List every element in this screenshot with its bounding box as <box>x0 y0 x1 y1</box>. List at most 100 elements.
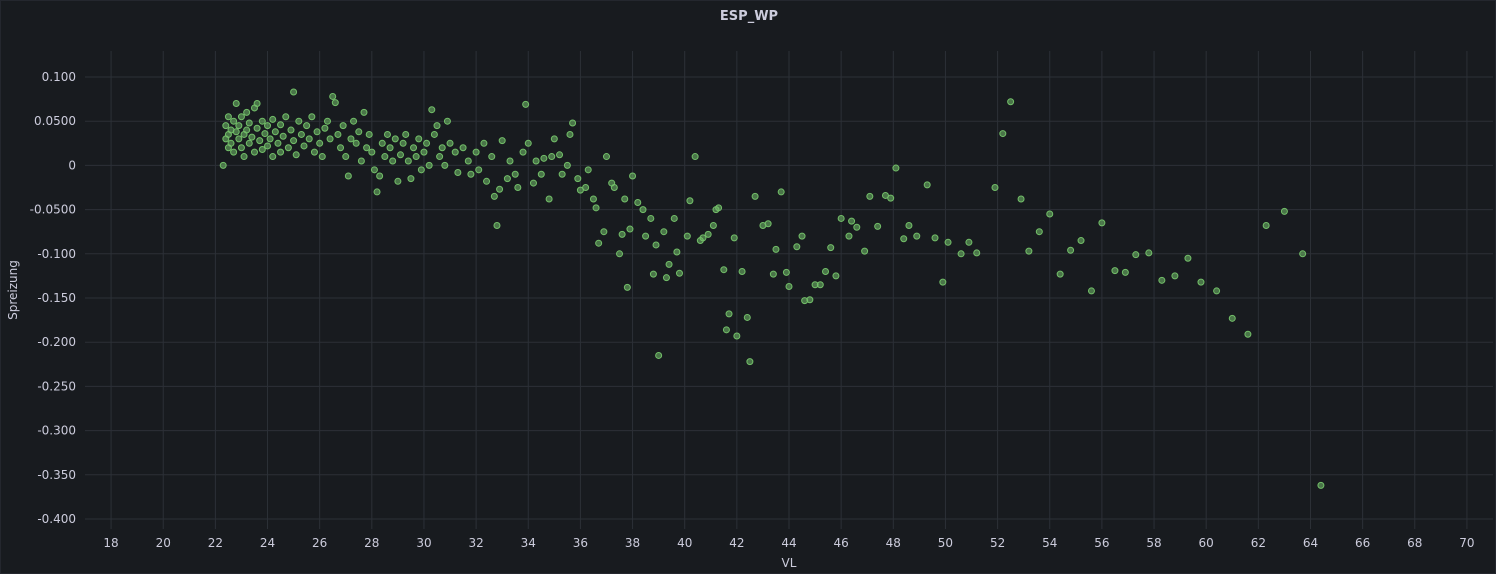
data-point[interactable] <box>558 170 566 178</box>
data-point[interactable] <box>939 278 947 286</box>
data-point[interactable] <box>662 274 670 282</box>
data-point[interactable] <box>326 135 334 143</box>
data-point[interactable] <box>545 195 553 203</box>
data-point[interactable] <box>245 139 253 147</box>
data-point[interactable] <box>853 223 861 231</box>
data-point[interactable] <box>459 144 467 152</box>
data-point[interactable] <box>443 117 451 125</box>
data-point[interactable] <box>618 230 626 238</box>
data-point[interactable] <box>655 351 663 359</box>
data-point[interactable] <box>365 130 373 138</box>
data-point[interactable] <box>391 135 399 143</box>
data-point[interactable] <box>305 135 313 143</box>
data-point[interactable] <box>373 188 381 196</box>
data-point[interactable] <box>323 117 331 125</box>
data-point[interactable] <box>563 161 571 169</box>
data-point[interactable] <box>248 133 256 141</box>
data-point[interactable] <box>266 135 274 143</box>
data-point[interactable] <box>1098 219 1106 227</box>
data-point[interactable] <box>227 139 235 147</box>
data-point[interactable] <box>709 222 717 230</box>
data-point[interactable] <box>845 232 853 240</box>
data-point[interactable] <box>1077 237 1085 245</box>
data-point[interactable] <box>425 161 433 169</box>
data-point[interactable] <box>785 283 793 291</box>
data-point[interactable] <box>777 188 785 196</box>
data-point[interactable] <box>1067 246 1075 254</box>
data-point[interactable] <box>389 157 397 165</box>
data-point[interactable] <box>352 139 360 147</box>
data-point[interactable] <box>522 100 530 108</box>
data-point[interactable] <box>376 172 384 180</box>
data-point[interactable] <box>264 122 272 130</box>
data-point[interactable] <box>782 268 790 276</box>
data-point[interactable] <box>269 153 277 161</box>
data-point[interactable] <box>772 245 780 253</box>
data-point[interactable] <box>621 195 629 203</box>
data-point[interactable] <box>848 217 856 225</box>
data-point[interactable] <box>991 184 999 191</box>
data-point[interactable] <box>616 250 624 258</box>
data-point[interactable] <box>649 270 657 278</box>
data-point[interactable] <box>660 228 668 236</box>
data-point[interactable] <box>626 225 634 233</box>
data-point[interactable] <box>592 204 600 212</box>
data-point[interactable] <box>602 153 610 161</box>
data-point[interactable] <box>243 108 251 116</box>
data-point[interactable] <box>488 153 496 161</box>
data-point[interactable] <box>574 175 582 183</box>
data-point[interactable] <box>404 157 412 165</box>
data-point[interactable] <box>279 132 287 140</box>
data-point[interactable] <box>629 172 637 180</box>
data-point[interactable] <box>287 126 295 134</box>
data-point[interactable] <box>433 122 441 130</box>
data-point[interactable] <box>514 184 522 191</box>
data-point[interactable] <box>913 232 921 240</box>
data-point[interactable] <box>347 135 355 143</box>
data-point[interactable] <box>725 310 733 318</box>
data-point[interactable] <box>537 170 545 178</box>
data-point[interactable] <box>277 121 285 129</box>
data-point[interactable] <box>887 194 895 202</box>
data-point[interactable] <box>764 220 772 228</box>
data-point[interactable] <box>436 153 444 161</box>
data-point[interactable] <box>923 181 931 189</box>
data-point[interactable] <box>350 117 358 125</box>
data-point[interactable] <box>277 148 285 156</box>
data-point[interactable] <box>634 199 642 207</box>
data-point[interactable] <box>232 100 240 108</box>
data-point[interactable] <box>271 128 279 136</box>
data-point[interactable] <box>722 326 730 334</box>
data-point[interactable] <box>683 232 691 240</box>
data-point[interactable] <box>1035 228 1043 236</box>
data-point[interactable] <box>1197 278 1205 286</box>
data-point[interactable] <box>357 157 365 165</box>
data-point[interactable] <box>342 153 350 161</box>
data-point[interactable] <box>303 122 311 130</box>
data-point[interactable] <box>691 153 699 161</box>
data-point[interactable] <box>798 232 806 240</box>
data-point[interactable] <box>423 139 431 147</box>
data-point[interactable] <box>1244 330 1252 338</box>
data-point[interactable] <box>1111 267 1119 275</box>
data-point[interactable] <box>264 142 272 150</box>
data-point[interactable] <box>258 145 266 153</box>
data-point[interactable] <box>1299 250 1307 258</box>
data-point[interactable] <box>610 184 618 191</box>
data-point[interactable] <box>480 139 488 147</box>
data-point[interactable] <box>284 144 292 152</box>
data-point[interactable] <box>402 130 410 138</box>
data-point[interactable] <box>665 260 673 268</box>
data-point[interactable] <box>1145 249 1153 257</box>
data-point[interactable] <box>529 179 537 187</box>
data-point[interactable] <box>258 117 266 125</box>
data-point[interactable] <box>874 222 882 230</box>
data-point[interactable] <box>652 241 660 249</box>
data-point[interactable] <box>235 135 243 143</box>
data-point[interactable] <box>308 113 316 121</box>
data-point[interactable] <box>965 238 973 246</box>
data-point[interactable] <box>548 153 556 161</box>
data-point[interactable] <box>532 157 540 165</box>
data-point[interactable] <box>1184 254 1192 262</box>
data-point[interactable] <box>1228 314 1236 322</box>
